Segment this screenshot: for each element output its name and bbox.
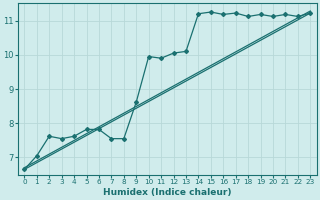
X-axis label: Humidex (Indice chaleur): Humidex (Indice chaleur) [103,188,232,197]
